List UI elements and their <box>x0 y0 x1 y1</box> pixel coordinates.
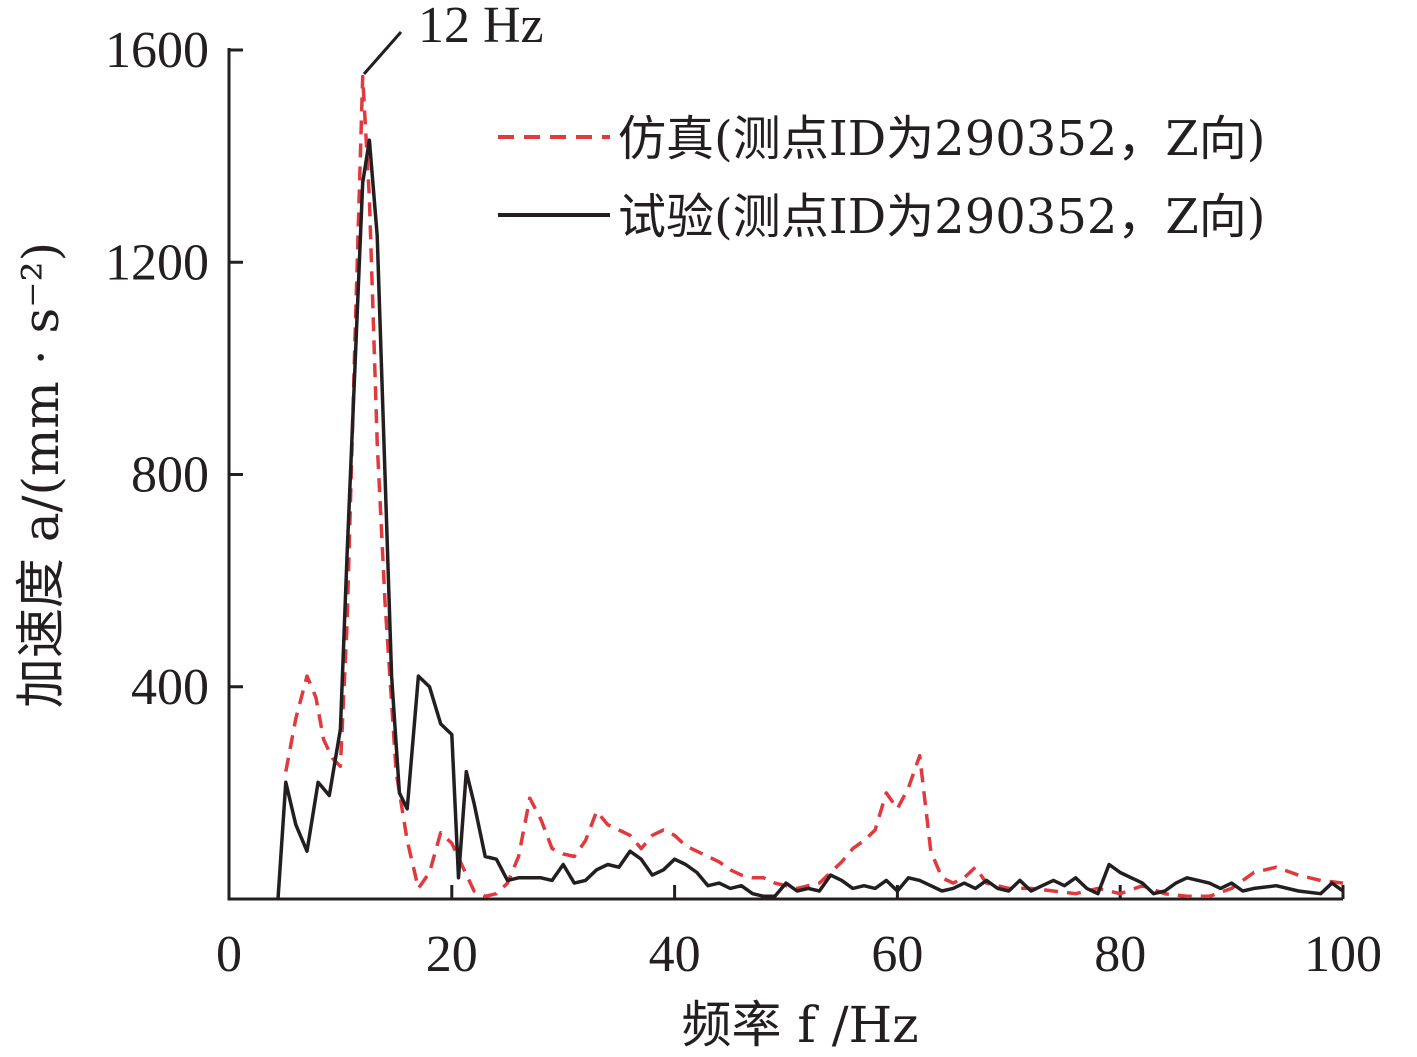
x-tick-label: 20 <box>426 926 478 983</box>
x-tick-label: 80 <box>1094 926 1146 983</box>
ticks: 0 20 40 60 80 100 400 800 1200 1600 <box>105 22 1382 983</box>
peak-annotation: 12 Hz <box>362 0 544 75</box>
series-layer <box>276 74 1345 900</box>
peak-annotation-leader <box>362 31 403 75</box>
legend-label-test: 试验(测点ID为290352，Z向) <box>618 189 1266 245</box>
x-axis-title: 频率 f /Hz <box>681 996 918 1054</box>
x-tick-label: 100 <box>1304 926 1382 983</box>
x-tick-label: 0 <box>216 926 242 983</box>
legend-label-simulation: 仿真(测点ID为290352，Z向) <box>618 111 1266 167</box>
y-axis-title: 加速度 a/(mm · s⁻²) <box>12 242 70 708</box>
axes <box>227 48 1343 901</box>
legend: 仿真(测点ID为290352，Z向) 试验(测点ID为290352，Z向) <box>498 111 1266 245</box>
x-tick-label: 40 <box>649 926 701 983</box>
series-line-test <box>276 138 1345 900</box>
y-tick-label: 1600 <box>105 22 209 79</box>
peak-annotation-label: 12 Hz <box>418 0 544 54</box>
y-tick-label: 1200 <box>105 234 209 291</box>
y-tick-label: 400 <box>131 659 209 716</box>
x-axis-label: 频率 f /Hz <box>681 996 918 1054</box>
y-axis-label: 加速度 a/(mm · s⁻²) <box>12 242 70 708</box>
x-tick-label: 60 <box>871 926 923 983</box>
y-tick-label: 800 <box>131 447 209 504</box>
